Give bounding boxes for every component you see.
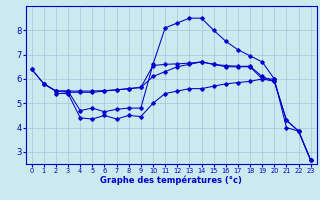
X-axis label: Graphe des températures (°c): Graphe des températures (°c) (100, 176, 242, 185)
